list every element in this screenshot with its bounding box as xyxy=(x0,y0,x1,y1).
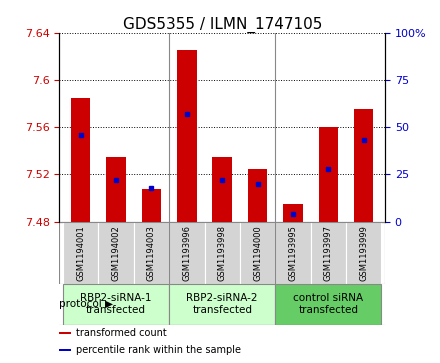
Bar xyxy=(169,284,275,325)
Text: GSM1193996: GSM1193996 xyxy=(182,225,191,281)
Bar xyxy=(275,222,311,284)
Text: percentile rank within the sample: percentile rank within the sample xyxy=(76,345,241,355)
Text: GSM1193999: GSM1193999 xyxy=(359,225,368,281)
Bar xyxy=(354,110,374,222)
Bar xyxy=(63,222,98,284)
Text: GSM1193998: GSM1193998 xyxy=(218,225,227,281)
Text: RBP2-siRNA-1
transfected: RBP2-siRNA-1 transfected xyxy=(80,293,152,315)
Bar xyxy=(319,127,338,222)
Text: GSM1194000: GSM1194000 xyxy=(253,225,262,281)
Bar xyxy=(205,222,240,284)
Bar xyxy=(106,157,126,222)
Bar xyxy=(311,222,346,284)
Bar xyxy=(283,204,303,222)
Bar xyxy=(346,222,381,284)
Bar xyxy=(213,157,232,222)
Text: control siRNA
transfected: control siRNA transfected xyxy=(293,293,363,315)
Bar xyxy=(177,50,197,222)
Bar xyxy=(71,98,90,222)
Bar xyxy=(142,189,161,222)
Text: GSM1194003: GSM1194003 xyxy=(147,225,156,281)
Bar xyxy=(63,284,169,325)
Title: GDS5355 / ILMN_1747105: GDS5355 / ILMN_1747105 xyxy=(122,16,322,33)
Bar xyxy=(275,284,381,325)
Text: protocol ▶: protocol ▶ xyxy=(59,299,113,309)
Bar xyxy=(98,222,134,284)
Bar xyxy=(59,348,71,351)
Bar xyxy=(240,222,275,284)
Bar xyxy=(59,332,71,334)
Bar xyxy=(169,222,205,284)
Text: GSM1194002: GSM1194002 xyxy=(111,225,121,281)
Text: RBP2-siRNA-2
transfected: RBP2-siRNA-2 transfected xyxy=(187,293,258,315)
Text: GSM1193997: GSM1193997 xyxy=(324,225,333,281)
Bar xyxy=(134,222,169,284)
Text: GSM1193995: GSM1193995 xyxy=(289,225,297,281)
Text: GSM1194001: GSM1194001 xyxy=(76,225,85,281)
Text: transformed count: transformed count xyxy=(76,329,166,338)
Bar xyxy=(248,168,268,222)
